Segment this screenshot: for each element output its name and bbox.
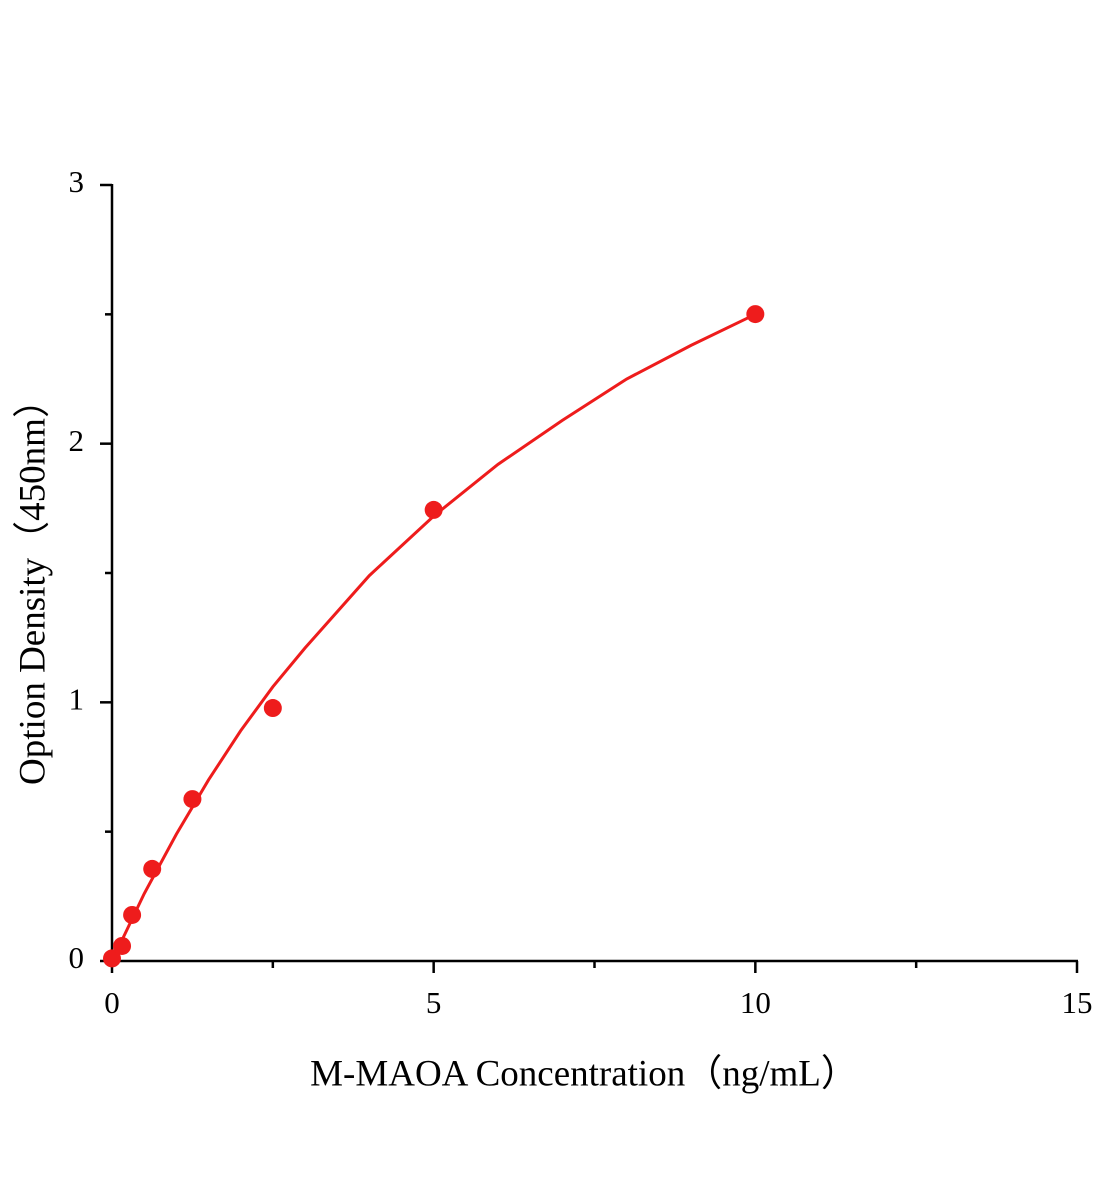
y-tick-label: 3 [69, 164, 85, 199]
x-tick-label: 5 [426, 985, 442, 1020]
y-tick-label: 2 [69, 423, 85, 458]
x-tick-label: 15 [1062, 985, 1093, 1020]
data-point [103, 949, 121, 968]
x-tick-label: 0 [104, 985, 120, 1020]
data-point [424, 500, 443, 519]
data-point [746, 305, 765, 324]
x-axis-title: M-MAOA Concentration（ng/mL） [310, 1053, 858, 1094]
x-tick-label: 10 [740, 985, 771, 1020]
y-axis-title: Option Density（450nm） [12, 381, 53, 785]
y-tick-label: 0 [69, 940, 85, 975]
data-point [263, 699, 282, 718]
data-point [183, 790, 202, 809]
y-tick-label: 1 [69, 681, 85, 716]
data-point [143, 859, 162, 878]
data-point [113, 936, 132, 955]
fit-curve [110, 312, 756, 962]
data-point [123, 905, 142, 924]
